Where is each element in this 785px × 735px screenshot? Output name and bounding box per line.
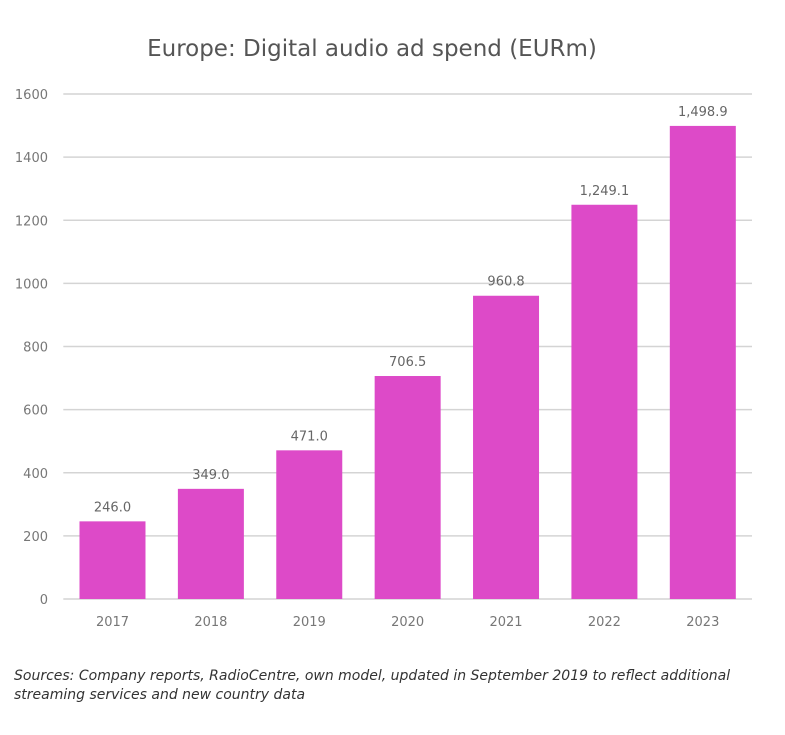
x-tick-label: 2020 <box>391 615 424 630</box>
bar-2022 <box>571 204 638 599</box>
y-tick-label: 1600 <box>15 88 48 103</box>
y-tick-label: 0 <box>40 593 48 608</box>
bar-chart: Europe: Digital audio ad spend (EURm) 0 2… <box>15 36 752 630</box>
chart-title: Europe: Digital audio ad spend (EURm) <box>147 36 597 62</box>
bar-2017 <box>79 521 146 599</box>
bar-2023 <box>669 125 736 599</box>
data-label: 706.5 <box>389 355 426 370</box>
x-tick-label: 2017 <box>96 615 129 630</box>
y-tick-label: 200 <box>23 530 48 545</box>
x-tick-label: 2021 <box>489 615 522 630</box>
y-tick-label: 600 <box>23 404 48 419</box>
bar-2019 <box>276 450 343 599</box>
y-tick-label: 1400 <box>15 151 48 166</box>
data-label: 960.8 <box>487 275 524 290</box>
data-label: 1,498.9 <box>678 105 728 120</box>
data-label: 349.0 <box>192 468 229 483</box>
y-tick-label: 1200 <box>15 214 48 229</box>
y-tick-label: 800 <box>23 341 48 356</box>
source-note: Sources: Company reports, RadioCentre, o… <box>14 668 731 703</box>
x-tick-label: 2018 <box>194 615 227 630</box>
data-label: 471.0 <box>291 429 328 444</box>
x-tick-label: 2019 <box>293 615 326 630</box>
x-tick-label: 2023 <box>686 615 719 630</box>
bar-2018 <box>177 488 244 599</box>
data-label: 1,249.1 <box>580 184 630 199</box>
y-tick-label: 1000 <box>15 277 48 292</box>
y-tick-label: 400 <box>23 467 48 482</box>
x-tick-label: 2022 <box>588 615 621 630</box>
bar-2020 <box>374 376 441 599</box>
bar-2021 <box>473 295 540 599</box>
data-label: 246.0 <box>94 500 131 515</box>
